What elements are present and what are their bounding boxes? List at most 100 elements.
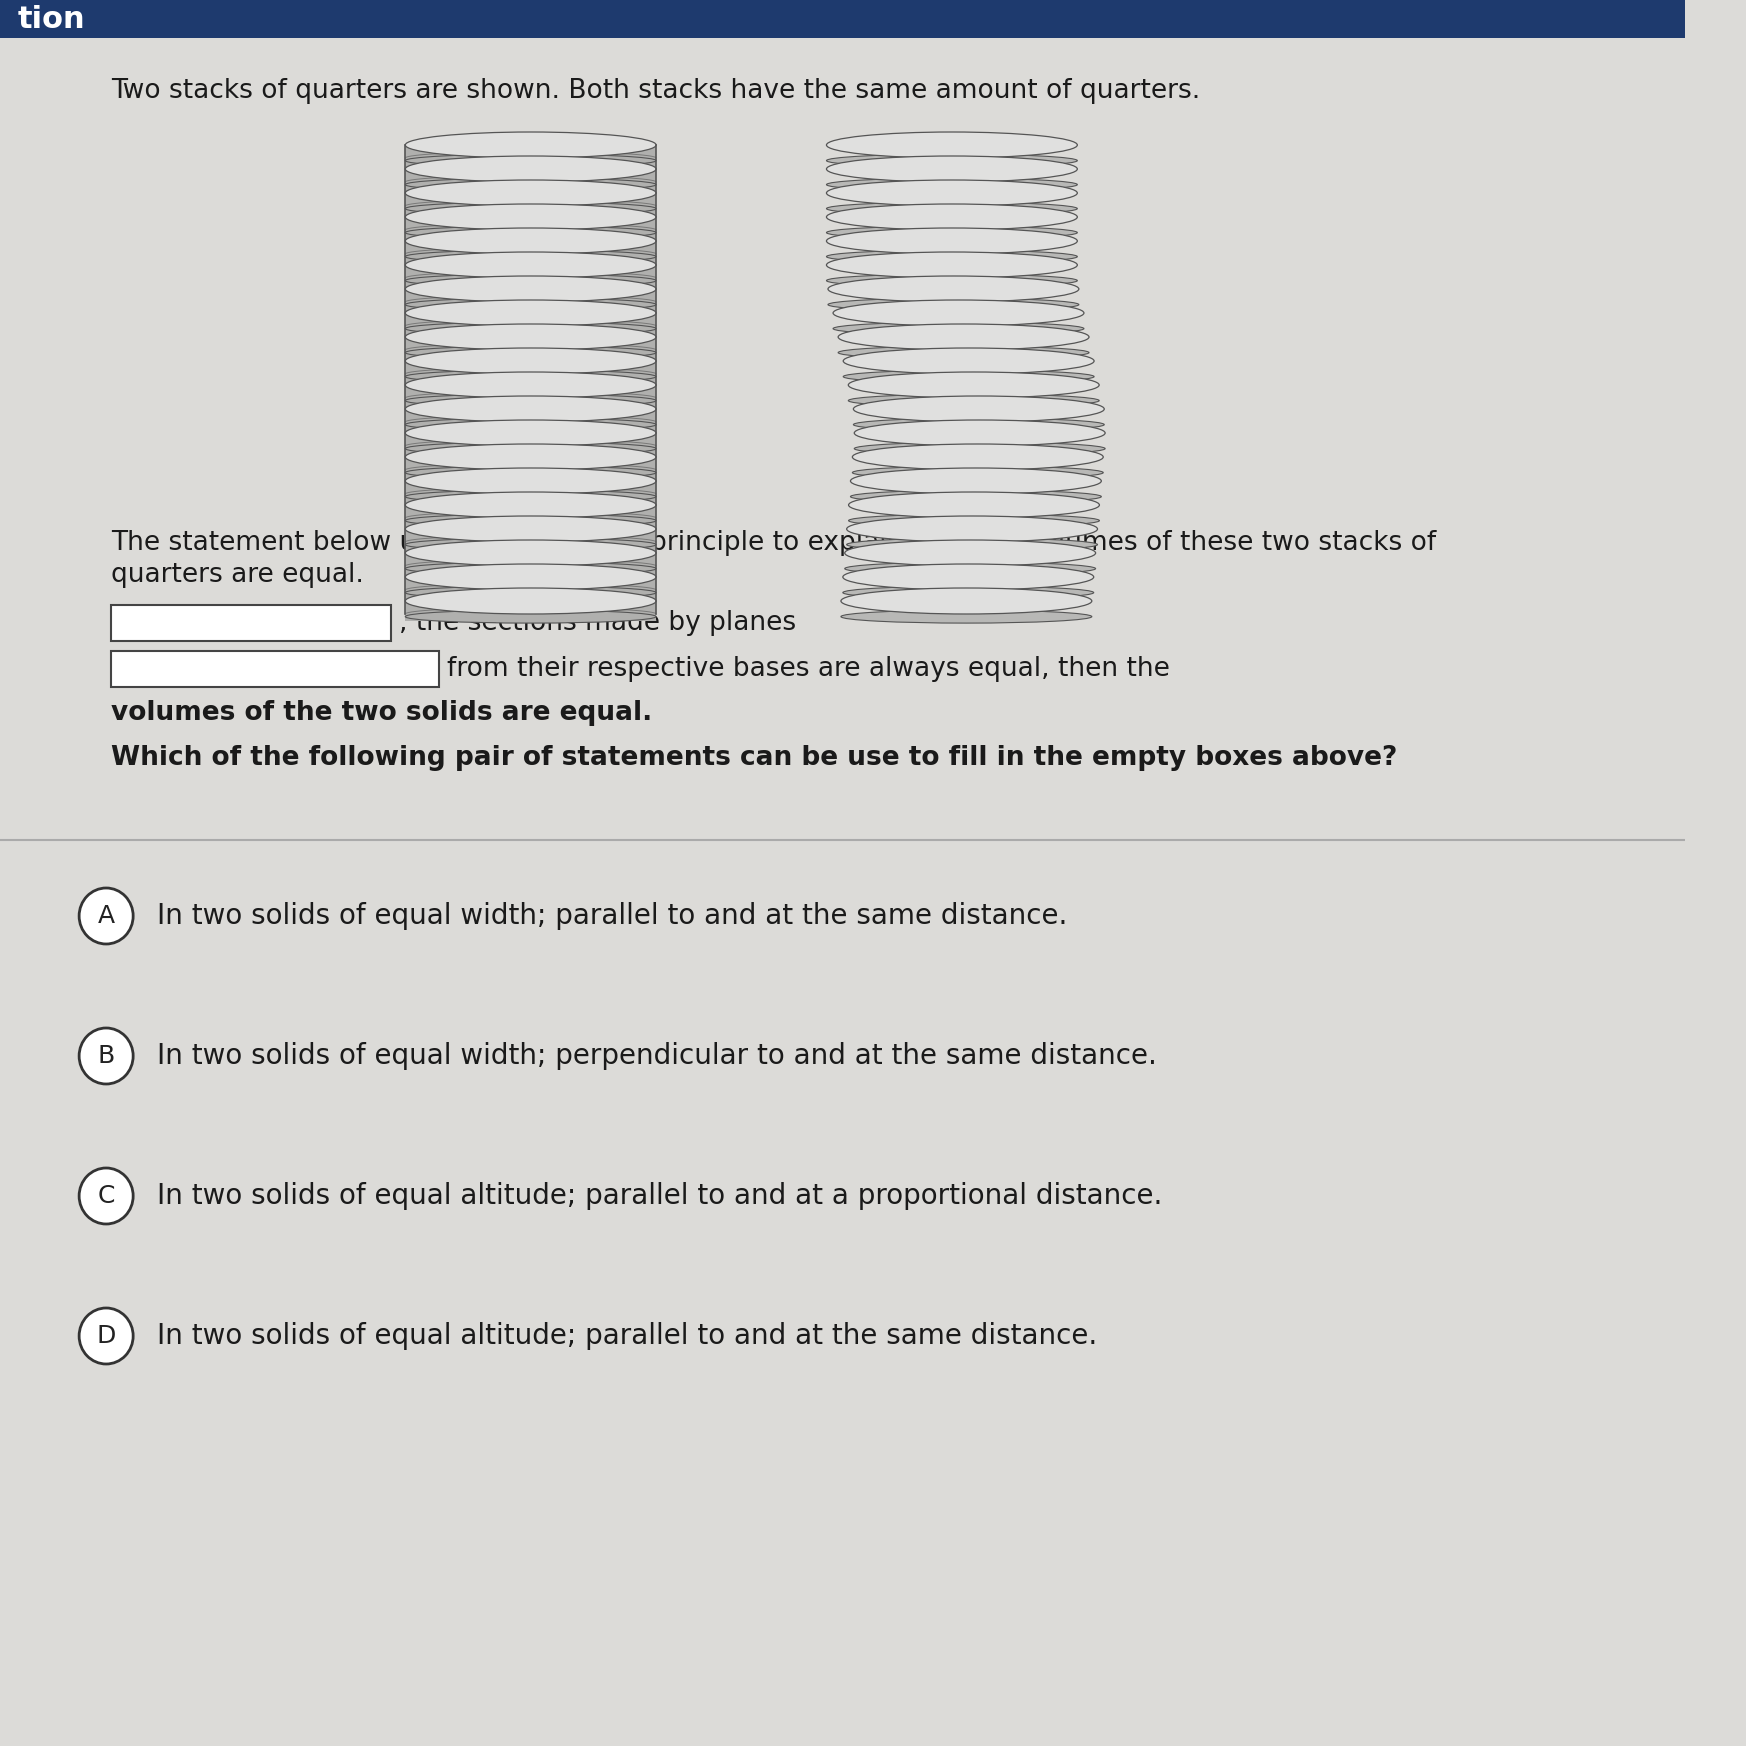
Ellipse shape — [828, 276, 1079, 302]
Ellipse shape — [405, 564, 656, 590]
Ellipse shape — [405, 513, 656, 527]
Ellipse shape — [854, 396, 1103, 423]
Ellipse shape — [843, 564, 1093, 590]
Ellipse shape — [843, 587, 1093, 599]
Text: tion: tion — [17, 5, 86, 33]
Ellipse shape — [405, 154, 656, 168]
Ellipse shape — [849, 492, 1100, 519]
Ellipse shape — [405, 468, 656, 494]
Ellipse shape — [405, 299, 656, 311]
Ellipse shape — [850, 468, 1102, 494]
Ellipse shape — [826, 274, 1077, 286]
Bar — [112, 651, 438, 686]
Ellipse shape — [849, 395, 1100, 407]
Ellipse shape — [405, 274, 656, 286]
Ellipse shape — [852, 466, 1103, 478]
Bar — [0, 0, 1685, 38]
Ellipse shape — [405, 492, 656, 519]
Ellipse shape — [405, 609, 656, 623]
Ellipse shape — [405, 155, 656, 182]
Ellipse shape — [826, 251, 1077, 278]
Ellipse shape — [826, 154, 1077, 168]
Ellipse shape — [849, 513, 1100, 527]
Ellipse shape — [405, 370, 656, 382]
Ellipse shape — [405, 225, 656, 239]
Ellipse shape — [854, 417, 1103, 431]
Text: In two solids of equal altitude; parallel to and at the same distance.: In two solids of equal altitude; paralle… — [157, 1322, 1098, 1350]
Ellipse shape — [405, 133, 656, 157]
Ellipse shape — [833, 321, 1084, 335]
Ellipse shape — [838, 346, 1090, 360]
Ellipse shape — [838, 325, 1090, 349]
Ellipse shape — [405, 372, 656, 398]
Circle shape — [79, 1308, 133, 1364]
Ellipse shape — [842, 609, 1091, 623]
Text: In two solids of equal width; parallel to and at the same distance.: In two solids of equal width; parallel t… — [157, 903, 1067, 931]
Ellipse shape — [405, 540, 656, 566]
Ellipse shape — [405, 466, 656, 478]
Ellipse shape — [405, 396, 656, 423]
Text: from their respective bases are always equal, then the: from their respective bases are always e… — [447, 656, 1170, 683]
Text: The statement below uses the Cavlieri’s principle to explain why the volumes of : The statement below uses the Cavlieri’s … — [112, 531, 1437, 555]
Ellipse shape — [847, 517, 1098, 541]
Ellipse shape — [405, 325, 656, 349]
Ellipse shape — [405, 347, 656, 374]
Text: Two stacks of quarters are shown. Both stacks have the same amount of quarters.: Two stacks of quarters are shown. Both s… — [112, 79, 1200, 105]
Ellipse shape — [405, 395, 656, 407]
Ellipse shape — [405, 421, 656, 445]
Ellipse shape — [405, 276, 656, 302]
Text: B: B — [98, 1044, 115, 1069]
Ellipse shape — [849, 372, 1100, 398]
Circle shape — [79, 1028, 133, 1084]
Ellipse shape — [826, 133, 1077, 157]
Ellipse shape — [405, 300, 656, 327]
Ellipse shape — [405, 588, 656, 615]
Ellipse shape — [843, 347, 1095, 374]
Ellipse shape — [405, 491, 656, 503]
Ellipse shape — [845, 540, 1096, 566]
Ellipse shape — [826, 229, 1077, 253]
Ellipse shape — [405, 321, 656, 335]
Text: C: C — [98, 1184, 115, 1208]
Ellipse shape — [405, 178, 656, 190]
Ellipse shape — [850, 491, 1102, 503]
Ellipse shape — [826, 250, 1077, 264]
Text: Which of the following pair of statements can be use to fill in the empty boxes : Which of the following pair of statement… — [112, 746, 1397, 772]
Text: In two solids of equal altitude; parallel to and at a proportional distance.: In two solids of equal altitude; paralle… — [157, 1182, 1163, 1210]
Text: quarters are equal.: quarters are equal. — [112, 562, 363, 588]
Ellipse shape — [826, 178, 1077, 190]
Ellipse shape — [843, 370, 1095, 382]
Ellipse shape — [826, 225, 1077, 239]
Ellipse shape — [826, 204, 1077, 230]
Ellipse shape — [847, 538, 1098, 552]
Ellipse shape — [405, 562, 656, 574]
Circle shape — [79, 889, 133, 945]
Ellipse shape — [405, 442, 656, 456]
Ellipse shape — [852, 443, 1103, 470]
Ellipse shape — [405, 229, 656, 253]
Ellipse shape — [405, 443, 656, 470]
Circle shape — [79, 1168, 133, 1224]
Ellipse shape — [828, 299, 1079, 311]
Ellipse shape — [405, 180, 656, 206]
Ellipse shape — [826, 203, 1077, 215]
Ellipse shape — [826, 155, 1077, 182]
Ellipse shape — [842, 588, 1091, 615]
Text: , the sections made by planes: , the sections made by planes — [398, 609, 796, 636]
Bar — [112, 606, 391, 641]
Text: A: A — [98, 904, 115, 929]
Ellipse shape — [405, 538, 656, 552]
Text: volumes of the two solids are equal.: volumes of the two solids are equal. — [112, 700, 653, 726]
Ellipse shape — [826, 180, 1077, 206]
Ellipse shape — [405, 517, 656, 541]
Ellipse shape — [405, 203, 656, 215]
Ellipse shape — [405, 250, 656, 264]
Ellipse shape — [833, 300, 1084, 327]
Ellipse shape — [405, 204, 656, 230]
Ellipse shape — [854, 421, 1105, 445]
Text: In two solids of equal width; perpendicular to and at the same distance.: In two solids of equal width; perpendicu… — [157, 1042, 1158, 1070]
Bar — [405, 145, 656, 620]
Ellipse shape — [405, 417, 656, 431]
Ellipse shape — [845, 562, 1096, 574]
Text: D: D — [96, 1323, 115, 1348]
